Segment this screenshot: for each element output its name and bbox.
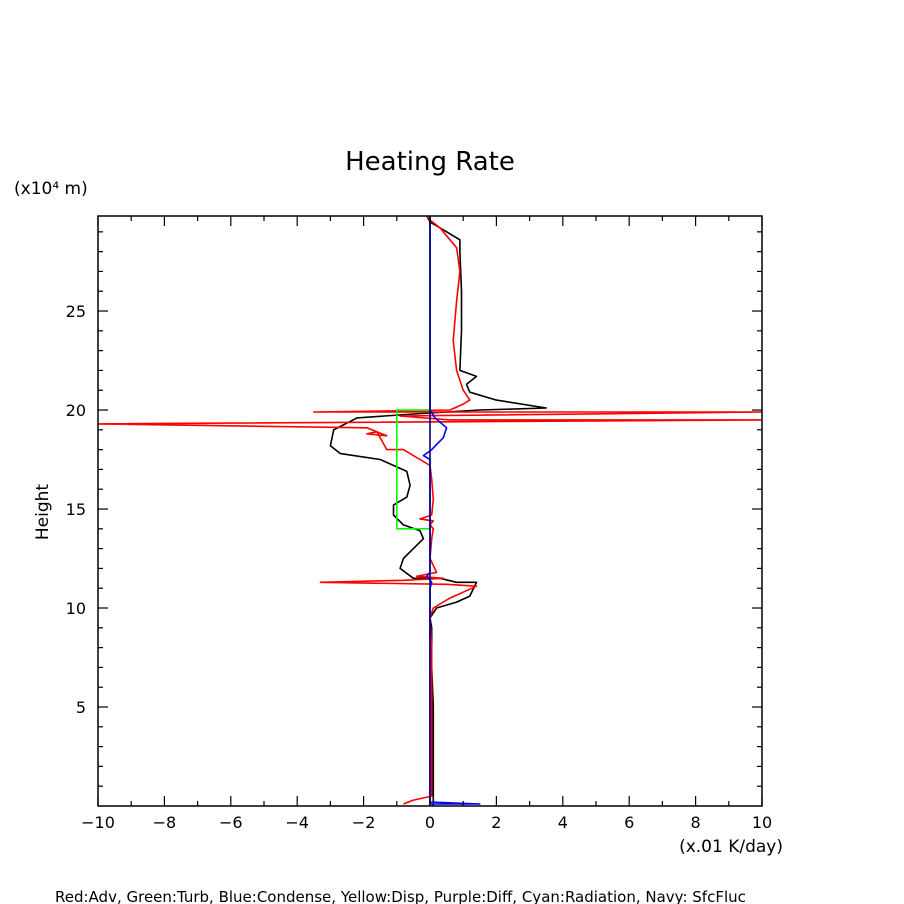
y-tick-label: 20 <box>66 401 86 420</box>
y-axis-label: Height <box>33 484 53 541</box>
tick-layer: −10 −8 −6 −4 −2 0 2 4 6 8 10 5 10 15 20 25 <box>66 216 772 832</box>
y-tick-label: 15 <box>66 500 86 519</box>
x-tick-label: 0 <box>425 813 435 832</box>
x-tick-label: −4 <box>285 813 309 832</box>
x-tick-label: 2 <box>491 813 501 832</box>
x-tick-label: 10 <box>752 813 772 832</box>
x-tick-label: 8 <box>691 813 701 832</box>
x-tick-label: 6 <box>624 813 634 832</box>
series-layer <box>98 216 762 806</box>
x-tick-label: −2 <box>352 813 376 832</box>
chart-title: Heating Rate <box>345 147 515 177</box>
series-line-1 <box>329 216 547 806</box>
series-line-3 <box>396 409 430 530</box>
x-tick-label: −6 <box>219 813 243 832</box>
y-tick-label: 10 <box>66 599 86 618</box>
y-units-label: (x10⁴ m) <box>14 179 88 199</box>
y-tick-label: 5 <box>76 698 86 717</box>
legend-text: Red:Adv, Green:Turb, Blue:Condense, Yell… <box>55 888 746 904</box>
x-tick-label: −8 <box>153 813 177 832</box>
y-tick-label: 25 <box>66 302 86 321</box>
x-tick-label: 4 <box>558 813 568 832</box>
x-units-label: (x.01 K/day) <box>679 837 783 857</box>
x-tick-label: −10 <box>81 813 115 832</box>
